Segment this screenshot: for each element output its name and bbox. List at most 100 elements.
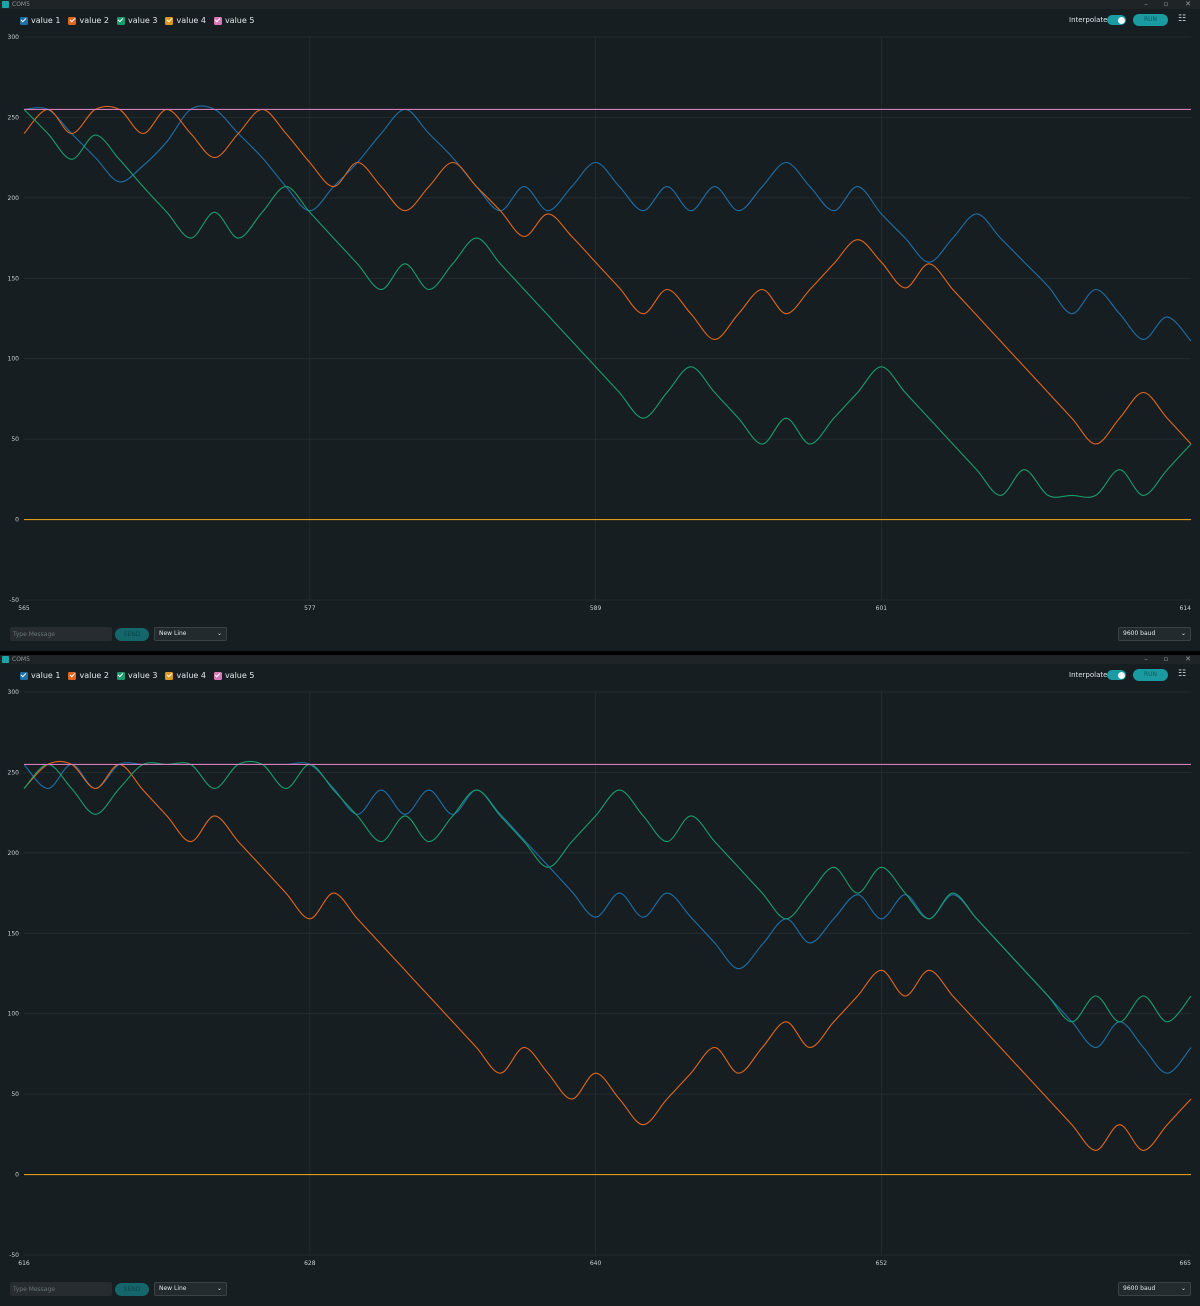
message-input[interactable]	[10, 627, 112, 641]
series-line-value-1	[23, 105, 1192, 342]
legend-item-value-5[interactable]: value 5	[213, 16, 255, 25]
interpolate-toggle[interactable]	[1107, 670, 1126, 680]
x-tick-label: 614	[1180, 605, 1192, 612]
y-tick-label: 150	[8, 930, 20, 937]
app-icon	[2, 1, 9, 8]
legend-item-value-1[interactable]: value 1	[20, 16, 60, 25]
checkbox-icon[interactable]	[213, 671, 222, 680]
y-tick-label: 300	[8, 689, 20, 696]
x-tick-label: 652	[876, 1260, 888, 1267]
legend-label: value 4	[176, 16, 206, 25]
y-tick-label: -50	[9, 1252, 19, 1259]
legend-label: value 5	[224, 671, 255, 680]
legend-item-value-3[interactable]: value 3	[116, 16, 158, 25]
series-line-value-1	[23, 762, 1192, 1074]
toggle-knob	[1117, 671, 1125, 679]
legend-item-value-2[interactable]: value 2	[68, 16, 109, 25]
line-ending-select[interactable]: New Line ⌄	[154, 627, 227, 641]
send-button[interactable]: SEND	[115, 628, 149, 641]
legend-label: value 3	[127, 16, 158, 25]
maximize-icon[interactable]: ▫	[1163, 655, 1169, 663]
chevron-down-icon: ⌄	[1180, 1285, 1186, 1292]
y-tick-label: 200	[8, 195, 20, 202]
series-line-value-3	[23, 760, 1192, 1023]
y-tick-label: 100	[8, 356, 20, 363]
title-bar: COM5 – ▫ ✕	[0, 655, 1200, 664]
legend-item-value-5[interactable]: value 5	[213, 671, 255, 680]
checkbox-icon[interactable]	[116, 16, 125, 25]
minimize-icon[interactable]: –	[1144, 0, 1148, 8]
legend-label: value 2	[79, 671, 109, 680]
chevron-down-icon: ⌄	[216, 630, 222, 637]
x-tick-label: 665	[1180, 1260, 1192, 1267]
legend-label: value 5	[224, 16, 255, 25]
x-tick-label: 628	[304, 1260, 316, 1267]
x-tick-label: 589	[590, 605, 602, 612]
run-button[interactable]: RUN	[1133, 669, 1168, 681]
checkbox-icon[interactable]	[165, 16, 174, 25]
close-icon[interactable]: ✕	[1185, 655, 1191, 663]
chevron-down-icon: ⌄	[1180, 630, 1186, 637]
interpolate-toggle[interactable]	[1107, 15, 1126, 25]
checkbox-icon[interactable]	[20, 16, 28, 25]
legend-label: value 1	[31, 671, 61, 680]
baud-rate-select[interactable]: 9600 baud ⌄	[1118, 627, 1191, 641]
series-line-value-2	[23, 105, 1192, 445]
y-tick-label: 0	[15, 1172, 19, 1179]
y-tick-label: 300	[8, 34, 20, 41]
checkbox-icon[interactable]	[68, 671, 77, 680]
send-button[interactable]: SEND	[115, 1283, 149, 1296]
baud-rate-value: 9600 baud	[1123, 1285, 1156, 1292]
legend-item-value-1[interactable]: value 1	[20, 671, 60, 680]
legend-label: value 1	[31, 16, 61, 25]
checkbox-icon[interactable]	[213, 16, 222, 25]
checkbox-icon[interactable]	[165, 671, 174, 680]
clear-list-icon[interactable]: ☷	[1177, 14, 1187, 24]
y-tick-label: 150	[8, 275, 20, 282]
window-title: COM5	[12, 1, 30, 8]
serial-plotter-window-1: COM5 – ▫ ✕ value 1 value 2 value 3 value…	[0, 0, 1200, 651]
chevron-down-icon: ⌄	[216, 1285, 222, 1292]
legend-item-value-3[interactable]: value 3	[116, 671, 158, 680]
baud-rate-value: 9600 baud	[1123, 630, 1156, 637]
legend-item-value-2[interactable]: value 2	[68, 671, 109, 680]
x-tick-label: 577	[304, 605, 316, 612]
legend: value 1 value 2 value 3 value 4 value 5	[20, 14, 262, 27]
x-tick-label: 565	[18, 605, 30, 612]
line-ending-select[interactable]: New Line ⌄	[154, 1282, 227, 1296]
line-ending-value: New Line	[159, 630, 187, 637]
legend-item-value-4[interactable]: value 4	[165, 671, 206, 680]
series-line-value-2	[23, 760, 1192, 1151]
maximize-icon[interactable]: ▫	[1163, 0, 1169, 8]
y-tick-label: 50	[11, 436, 19, 443]
legend-label: value 3	[127, 671, 158, 680]
y-tick-label: 250	[8, 114, 20, 121]
y-tick-label: 200	[8, 850, 20, 857]
y-tick-label: 100	[8, 1011, 20, 1018]
checkbox-icon[interactable]	[116, 671, 125, 680]
baud-rate-select[interactable]: 9600 baud ⌄	[1118, 1282, 1191, 1296]
clear-list-icon[interactable]: ☷	[1177, 669, 1187, 679]
app-icon	[2, 656, 9, 663]
y-tick-label: -50	[9, 597, 19, 604]
minimize-icon[interactable]: –	[1144, 655, 1148, 663]
checkbox-icon[interactable]	[20, 671, 28, 680]
series-line-value-3	[23, 109, 1192, 498]
interpolate-label: Interpolate	[1069, 16, 1108, 24]
y-tick-label: 250	[8, 769, 20, 776]
x-tick-label: 640	[590, 1260, 602, 1267]
x-tick-label: 616	[18, 1260, 30, 1267]
checkbox-icon[interactable]	[68, 16, 77, 25]
legend: value 1 value 2 value 3 value 4 value 5	[20, 669, 262, 682]
window-title: COM5	[12, 656, 30, 663]
message-input[interactable]	[10, 1282, 112, 1296]
line-ending-value: New Line	[159, 1285, 187, 1292]
title-bar: COM5 – ▫ ✕	[0, 0, 1200, 9]
run-button[interactable]: RUN	[1133, 14, 1168, 26]
y-tick-label: 0	[15, 517, 19, 524]
legend-item-value-4[interactable]: value 4	[165, 16, 206, 25]
x-tick-label: 601	[876, 605, 888, 612]
close-icon[interactable]: ✕	[1185, 0, 1191, 8]
